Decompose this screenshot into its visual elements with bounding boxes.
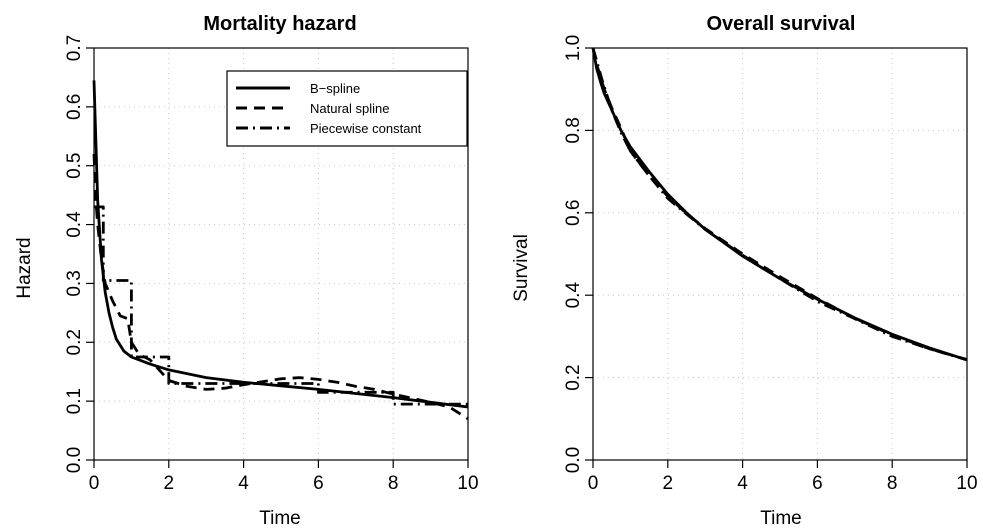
- survival-y-axis-label: Survival: [511, 234, 532, 302]
- survival-x-tick-label: 2: [663, 473, 674, 494]
- hazard-y-tick-label: 0.0: [64, 447, 85, 473]
- hazard-x-tick-label: 2: [164, 473, 175, 494]
- survival-panel: Overall survival Time Survival 0 2 4 6 8 10 0.…: [511, 13, 978, 529]
- survival-series-line-dashdot: [591, 47, 968, 362]
- survival-x-tick-label: 4: [737, 473, 748, 494]
- hazard-axes: 0 2 4 6 8 10 0.0 0.1 0.2 0.3 0.4 0.5 0.6 0.7: [64, 35, 479, 494]
- hazard-y-tick-label: 0.7: [64, 35, 85, 61]
- hazard-x-tick-label: 10: [457, 473, 478, 494]
- hazard-y-axis-label: Hazard: [14, 237, 35, 298]
- survival-x-tick-label: 6: [812, 473, 823, 494]
- hazard-plot-frame: [93, 47, 469, 461]
- hazard-series-line-dashdot: [94, 205, 468, 406]
- hazard-panel: Mortality hazard Time Hazard 0 2 4 6 8 100.00…: [14, 13, 479, 529]
- hazard-lines: [92, 80, 469, 420]
- hazard-x-tick-label: 0: [89, 473, 100, 494]
- hazard-y-tick-label: 0.2: [64, 329, 85, 355]
- survival-y-tick-label: 0.4: [563, 282, 584, 309]
- legend-label-piecewise-constant: Piecewise constant: [310, 121, 422, 136]
- survival-axes: 0 2 4 6 8 10 0.0 0.2 0.4 0.6 0.8 1.0: [563, 35, 978, 494]
- survival-lines: [591, 47, 968, 362]
- survival-x-tick-label: 8: [887, 473, 898, 494]
- hazard-x-axis-label: Time: [259, 508, 301, 529]
- survival-grid: [592, 47, 968, 461]
- hazard-title: Mortality hazard: [203, 13, 356, 35]
- hazard-x-tick-label: 4: [238, 473, 249, 494]
- survival-y-tick-label: 0.8: [563, 117, 584, 143]
- survival-x-tick-label: 10: [956, 473, 977, 494]
- survival-y-tick-label: 0.6: [563, 200, 584, 226]
- survival-y-tick-label: 0.0: [563, 447, 584, 473]
- survival-series-line-solid: [591, 47, 968, 362]
- survival-plot-frame: [592, 47, 968, 461]
- survival-x-axis-label: Time: [760, 508, 802, 529]
- legend-box: [226, 70, 468, 147]
- legend-label-bspline: B−spline: [310, 81, 360, 96]
- hazard-y-tick-label: 0.5: [64, 153, 85, 179]
- hazard-x-tick-label: 6: [313, 473, 324, 494]
- survival-title: Overall survival: [707, 13, 856, 35]
- hazard-y-tick-label: 0.3: [64, 270, 85, 296]
- hazard-y-tick-label: 0.1: [64, 388, 85, 414]
- survival-series-line-dashed: [591, 47, 968, 361]
- hazard-y-tick-label: 0.6: [64, 94, 85, 120]
- survival-y-tick-label: 1.0: [563, 35, 584, 61]
- survival-x-tick-label: 0: [588, 473, 599, 494]
- hazard-legend: B−spline Natural spline Piecewise consta…: [226, 70, 468, 147]
- hazard-y-tick-label: 0.4: [64, 211, 85, 238]
- hazard-x-tick-label: 8: [388, 473, 399, 494]
- hazard-series-line-dashed: [92, 153, 469, 420]
- survival-y-tick-label: 0.2: [563, 364, 584, 390]
- legend-label-natural-spline: Natural spline: [310, 101, 390, 116]
